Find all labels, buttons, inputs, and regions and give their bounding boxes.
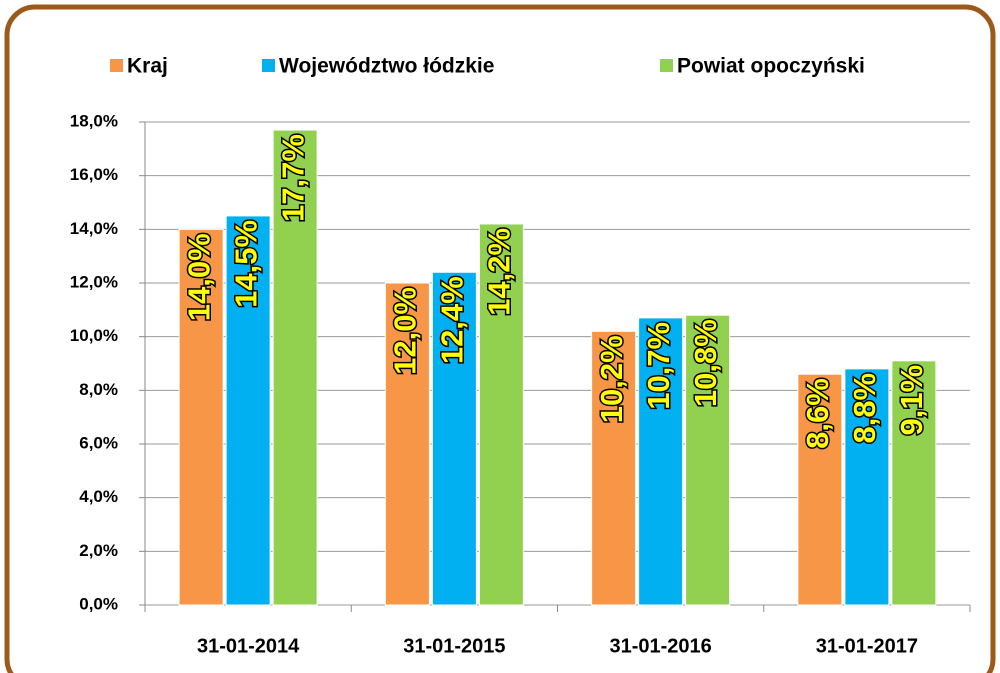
y-tick-label: 14,0%	[70, 219, 118, 238]
legend-label: Powiat opoczyński	[677, 55, 865, 78]
y-tick-label: 8,0%	[79, 380, 118, 399]
bar	[591, 330, 637, 606]
x-tick-label: 31-01-2015	[403, 635, 505, 657]
bar	[478, 223, 524, 606]
data-label: 10,2%	[594, 335, 629, 423]
bar	[844, 368, 890, 606]
y-tick-label: 18,0%	[70, 111, 118, 130]
data-label: 8,8%	[847, 373, 882, 444]
x-tick-label: 31-01-2014	[197, 635, 300, 657]
legend-label: Kraj	[127, 55, 168, 78]
y-tick-label: 2,0%	[79, 541, 118, 560]
bar	[178, 228, 224, 606]
legend-swatch	[660, 59, 673, 72]
x-tick-label: 31-01-2016	[609, 635, 711, 657]
legend-swatch	[262, 59, 275, 72]
legend-label: Województwo łódzkie	[279, 55, 494, 78]
bar	[797, 373, 843, 606]
bar	[638, 317, 684, 606]
bar	[685, 314, 731, 606]
y-tick-label: 16,0%	[70, 165, 118, 184]
bar	[384, 282, 430, 606]
y-tick-label: 12,0%	[70, 272, 118, 291]
data-label: 14,5%	[228, 220, 263, 308]
y-tick-label: 0,0%	[79, 594, 118, 613]
bar	[225, 215, 271, 606]
data-label: 10,7%	[641, 322, 676, 410]
data-label: 14,2%	[482, 228, 517, 316]
data-label: 8,6%	[800, 378, 835, 449]
data-label: 12,0%	[388, 287, 423, 375]
y-tick-label: 4,0%	[79, 487, 118, 506]
y-tick-label: 10,0%	[70, 326, 118, 345]
y-tick-label: 6,0%	[79, 433, 118, 452]
data-label: 12,4%	[435, 276, 470, 364]
bar	[272, 129, 318, 606]
bar	[891, 360, 937, 606]
legend-swatch	[110, 59, 123, 72]
data-label: 10,8%	[688, 319, 723, 407]
data-label: 17,7%	[275, 134, 310, 222]
bar	[431, 271, 477, 606]
x-tick-label: 31-01-2017	[816, 635, 918, 657]
data-label: 14,0%	[181, 233, 216, 321]
data-label: 9,1%	[894, 365, 929, 436]
